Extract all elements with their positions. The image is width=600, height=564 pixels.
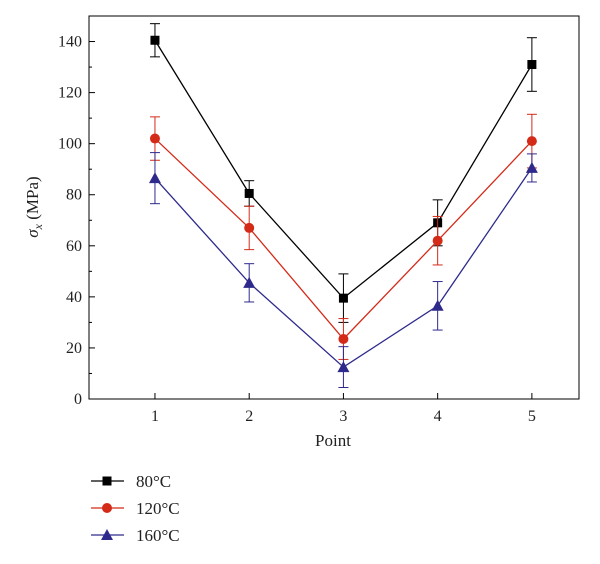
legend-label: 160°C — [136, 526, 180, 545]
data-point — [150, 35, 160, 45]
plot-area: 0 20 40 60 80 100 120 140 1 2 3 4 5 — [58, 15, 580, 425]
x-tick-label: 5 — [528, 408, 536, 425]
x-axis: 1 2 3 4 5 — [151, 393, 536, 425]
data-point — [149, 133, 160, 144]
y-tick-label: 0 — [74, 391, 82, 408]
series-1 — [149, 23, 537, 323]
legend-item: 120°C — [91, 499, 180, 518]
plot-frame — [88, 15, 580, 400]
data-point — [527, 60, 537, 70]
x-tick-label: 4 — [434, 408, 442, 425]
x-tick-label: 3 — [339, 408, 347, 425]
legend-item: 80°C — [91, 472, 171, 491]
data-point — [525, 161, 538, 173]
data-point — [526, 136, 537, 147]
data-point — [431, 299, 444, 311]
data-point — [244, 188, 254, 198]
legend-marker — [102, 476, 112, 486]
data-point — [244, 222, 255, 233]
data-point — [338, 333, 349, 344]
legend-label: 120°C — [136, 499, 180, 518]
legend-marker — [101, 529, 113, 540]
series-layer — [148, 23, 538, 389]
y-tick-label: 120 — [58, 85, 82, 102]
y-axis: 0 20 40 60 80 100 120 140 — [58, 34, 95, 408]
data-point — [243, 276, 256, 288]
data-point — [148, 172, 161, 184]
y-tick-label: 100 — [58, 136, 82, 153]
series-3 — [148, 152, 538, 389]
legend-item: 160°C — [91, 526, 180, 545]
data-point — [338, 293, 348, 303]
series-line — [154, 39, 533, 300]
y-tick-label: 60 — [66, 238, 82, 255]
x-tick-label: 2 — [245, 408, 253, 425]
x-axis-label: Point — [315, 431, 351, 450]
legend: 80°C 120°C 160°C — [91, 472, 180, 545]
y-axis-label-symbol: σ — [23, 229, 42, 238]
y-tick-label: 20 — [66, 340, 82, 357]
y-tick-label: 80 — [66, 187, 82, 204]
y-axis-label-subscript: x — [31, 223, 45, 230]
data-point — [337, 361, 350, 373]
y-tick-label: 40 — [66, 289, 82, 306]
data-point — [432, 235, 443, 246]
x-tick-label: 1 — [151, 408, 159, 425]
legend-label: 80°C — [136, 472, 171, 491]
y-axis-label: σx (MPa) — [23, 176, 45, 237]
y-tick-label: 140 — [58, 34, 82, 51]
legend-marker — [102, 503, 112, 513]
y-axis-label-unit: (MPa) — [23, 176, 42, 224]
